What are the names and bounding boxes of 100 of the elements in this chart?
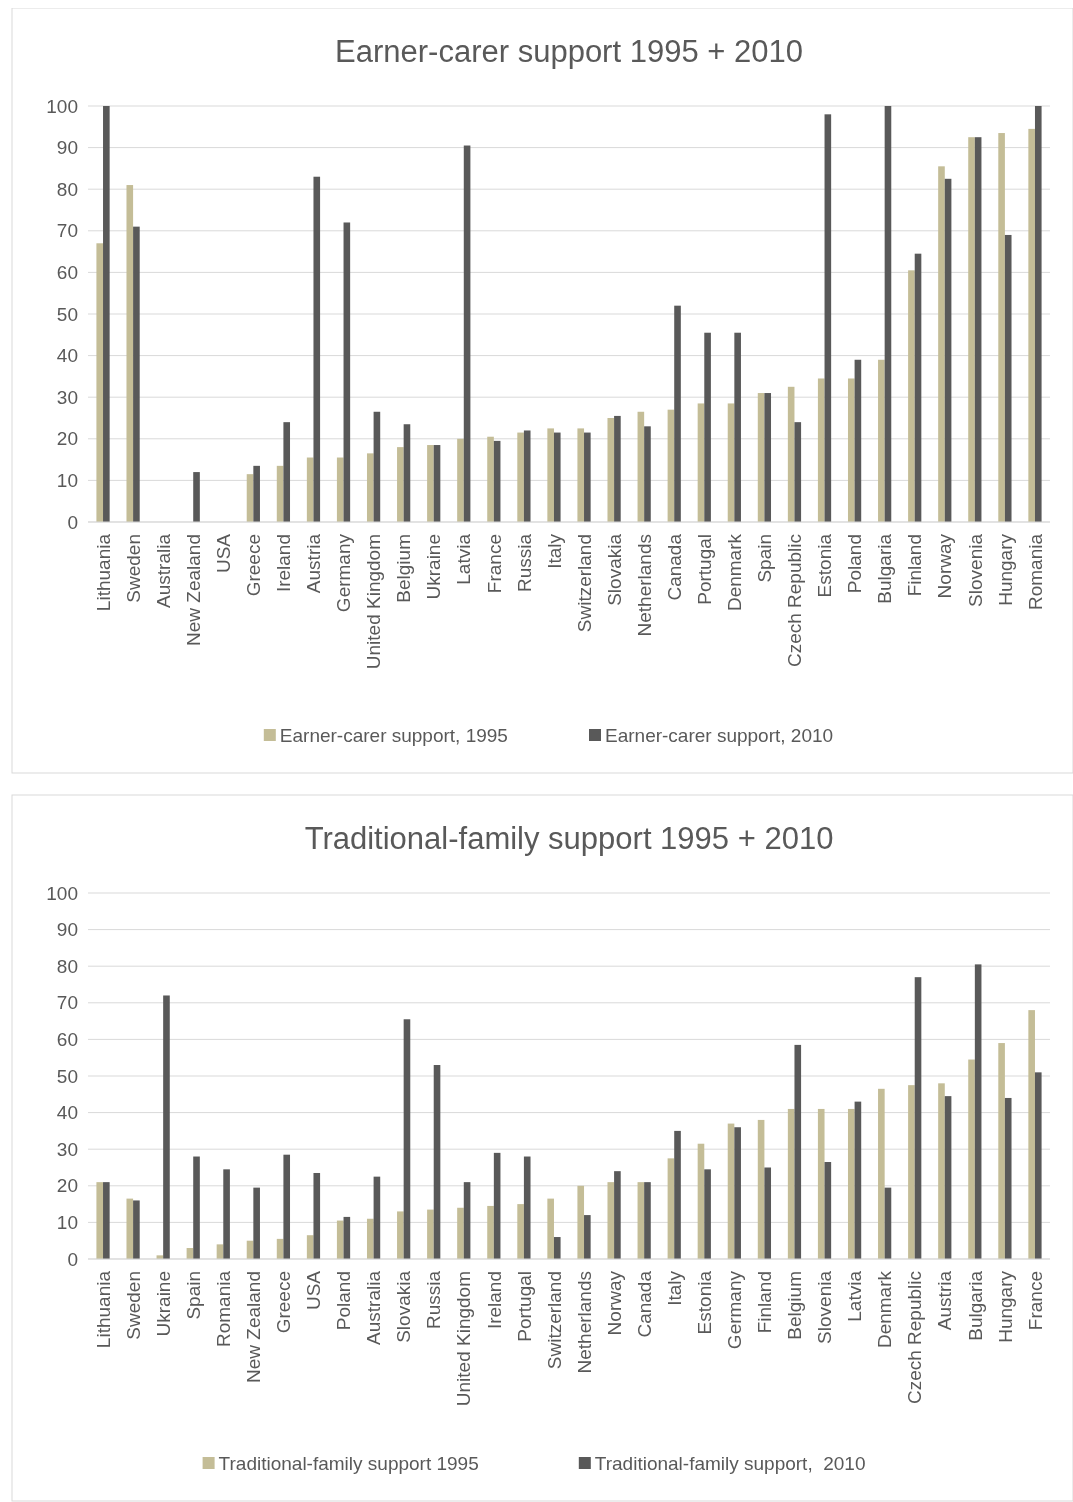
bar [1028,128,1035,522]
x-tick-label: Switzerland [573,534,595,633]
x-tick-label: Australia [152,533,174,608]
bar [96,243,104,522]
x-tick-label: USA [212,533,234,574]
y-tick-label: 30 [56,1138,78,1160]
bar [463,1182,471,1259]
bar [734,332,741,522]
bar [253,1187,260,1259]
x-tick-label: Portugal [693,534,715,605]
x-tick-label: Czech Republic [904,1271,926,1405]
x-tick-label: Canada [633,1270,655,1338]
bar [403,424,411,522]
bar [644,426,651,522]
x-tick-label: Bulgaria [874,533,896,604]
chart-title: Earner-carer support 1995 + 2010 [335,34,803,69]
bar [1034,106,1042,522]
bar [998,133,1005,522]
bar [577,1185,585,1259]
bar [313,176,321,522]
x-tick-label: Spain [182,1271,204,1320]
y-tick-label: 90 [56,137,78,159]
x-tick-label: United Kingdom [453,1271,475,1407]
bar [704,1169,711,1259]
bar [193,1156,200,1259]
x-tick-label: Lithuania [92,1270,114,1349]
x-tick-label: France [1024,1271,1046,1331]
x-tick-label: Ireland [483,1271,505,1330]
x-tick-label: Slovakia [603,533,625,606]
bar [313,1172,321,1259]
bar [998,1043,1005,1259]
bar [517,432,524,522]
y-tick-label: 20 [56,1175,78,1197]
x-tick-label: Hungary [994,533,1016,606]
x-tick-label: Estonia [693,1270,715,1335]
y-tick-label: 0 [67,1248,78,1270]
bar [553,1237,561,1259]
x-tick-label: Latvia [844,1270,866,1322]
bar [944,178,952,522]
x-tick-label: Ireland [273,534,295,593]
bar [794,422,802,522]
bar [878,359,885,522]
y-tick-label: 60 [56,1029,78,1051]
x-tick-label: Hungary [994,1270,1016,1343]
bar [584,1215,591,1259]
x-tick-label: Finland [904,534,926,597]
bar [193,472,200,522]
bar [427,1209,434,1259]
bar [433,1065,441,1259]
bar [614,1171,621,1259]
x-tick-label: Netherlands [633,534,655,637]
bar [727,1123,735,1259]
x-tick-label: United Kingdom [363,534,385,670]
bar [517,1204,524,1259]
y-tick-label: 40 [56,1102,78,1124]
chart-title: Traditional-family support 1995 + 2010 [304,821,834,856]
bar [667,1158,675,1259]
bar [697,403,705,522]
x-tick-label: Australia [363,1270,385,1345]
x-tick-label: Belgium [393,534,415,603]
x-tick-label: Italy [663,1270,685,1306]
bar [1004,234,1012,522]
x-tick-label: Belgium [784,1271,806,1340]
bar [974,964,982,1259]
y-tick-label: 30 [56,386,78,408]
bar [607,418,615,522]
bar [614,415,621,522]
x-tick-label: Denmark [723,533,745,612]
x-tick-label: Sweden [122,1271,144,1340]
bar [366,453,374,522]
bar [637,1182,645,1259]
legend-label: Traditional-family support 1995 [218,1452,479,1474]
x-tick-label: Greece [273,1271,295,1334]
x-tick-label: Germany [333,533,355,613]
bar [674,1130,681,1259]
y-tick-label: 70 [56,992,78,1014]
bar [847,378,855,522]
bar [757,393,765,522]
bar [938,166,945,522]
y-tick-label: 90 [56,919,78,941]
bar [433,445,441,522]
x-tick-label: Latvia [453,533,475,585]
bar [457,1207,464,1259]
bar [757,1119,765,1259]
x-tick-label: Poland [333,1271,355,1331]
y-tick-label: 20 [56,428,78,450]
bar [878,1088,885,1259]
y-tick-label: 10 [56,470,78,492]
x-tick-label: Czech Republic [784,534,806,668]
bar [817,1108,825,1259]
x-tick-label: Norway [603,1270,625,1336]
bar [487,436,494,522]
bar [914,977,922,1259]
bar [126,185,134,522]
x-tick-label: Italy [543,533,565,569]
bar [403,1019,411,1259]
x-tick-label: Austria [303,533,325,594]
bar [343,222,351,522]
bar [163,995,170,1259]
bar [817,378,825,522]
